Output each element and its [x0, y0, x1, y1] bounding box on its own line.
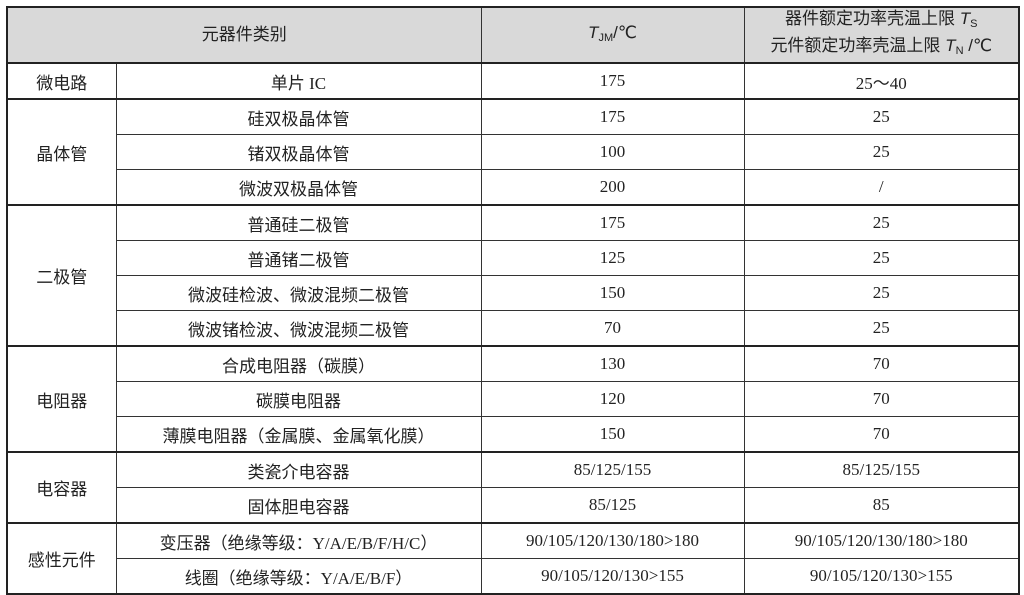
component-name-cell: 变压器（绝缘等级：Y/A/E/B/F/H/C） [115, 522, 482, 559]
table-row: 线圈（绝缘等级：Y/A/E/B/F） 90/105/120/130>155 90/1… [7, 558, 1020, 595]
component-name-cell: 固体胆电容器 [115, 487, 482, 524]
table-row: 感性元件 变压器（绝缘等级：Y/A/E/B/F/H/C） 90/105/120/13… [6, 522, 1020, 595]
category-cell: 二极管 [6, 204, 117, 347]
ts-tn-cell: 70 [743, 381, 1020, 417]
table-row: 晶体管 硅双极晶体管 175 25 [6, 98, 1020, 206]
tjm-cell: 90/105/120/130>155 [480, 558, 745, 595]
table-row: 碳膜电阻器 120 70 [7, 381, 1020, 417]
ts-sub: S [970, 18, 978, 30]
component-name-cell: 微波锗检波、微波混频二极管 [115, 310, 482, 347]
tjm-cell: 200 [480, 169, 745, 206]
tn-label: 元件额定功率壳温上限 [770, 36, 946, 55]
component-name-cell: 锗双极晶体管 [115, 134, 482, 170]
category-cell: 微电路 [6, 62, 117, 100]
tjm-cell: 125 [480, 240, 745, 276]
ts-label: 器件额定功率壳温上限 [785, 9, 960, 28]
ts-tn-cell: 25 [743, 240, 1020, 276]
table-body: 微电路 单片 IC 175 25～40 晶体管 硅双极晶体管 175 25 锗双极晶体管 100 2… [6, 62, 1020, 595]
component-name-cell: 类瓷介电容器 [115, 451, 482, 488]
category-cell: 感性元件 [6, 522, 117, 595]
table-row: 微电路 单片 IC 175 25～40 [6, 62, 1020, 100]
component-name-cell: 碳膜电阻器 [115, 381, 482, 417]
tjm-cell: 175 [480, 98, 745, 135]
ts-tn-cell: 90/105/120/130>155 [743, 558, 1020, 595]
table-row: 二极管 普通硅二极管 175 25 [6, 204, 1020, 347]
table-row: 电阻器 合成电阻器（碳膜） 130 70 [6, 345, 1020, 453]
tn-unit: /℃ [963, 36, 993, 55]
ts-tn-cell: 70 [743, 416, 1020, 453]
table-row: 微波双极晶体管 200/ [7, 169, 1020, 206]
ts-tn-cell: / [743, 169, 1020, 206]
header-ts-tn: 器件额定功率壳温上限 TS 元件额定功率壳温上限 TN /℃ [743, 6, 1020, 64]
tjm-cell: 100 [480, 134, 745, 170]
tjm-cell: 85/125 [480, 487, 745, 524]
component-name-cell: 微波双极晶体管 [115, 169, 482, 206]
tjm-cell: 175 [480, 204, 745, 241]
ts-tn-cell: 25 [743, 275, 1020, 311]
component-name-cell: 单片 IC [115, 62, 482, 100]
ts-tn-cell: 90/105/120/130/180>180 [743, 522, 1020, 559]
ts-tn-cell: 25 [743, 204, 1020, 241]
ts-tn-cell: 25 [743, 98, 1020, 135]
tjm-cell: 85/125/155 [480, 451, 745, 488]
table-row: 电容器 类瓷介电容器 85/125/155 85/125/155 [6, 451, 1020, 524]
ts-tn-cell: 85 [743, 487, 1020, 524]
component-name-cell: 薄膜电阻器（金属膜、金属氧化膜） [115, 416, 482, 453]
tjm-cell: 175 [480, 62, 745, 100]
category-cell: 电容器 [6, 451, 117, 524]
table-row: 薄膜电阻器（金属膜、金属氧化膜） 150 70 [7, 416, 1020, 453]
ts-tn-cell: 25 [743, 134, 1020, 170]
tjm-cell: 120 [480, 381, 745, 417]
category-cell: 晶体管 [6, 98, 117, 206]
tjm-symbol: T [588, 22, 599, 42]
ts-tn-cell: 70 [743, 345, 1020, 382]
tjm-cell: 70 [480, 310, 745, 347]
tjm-cell: 90/105/120/130/180>180 [480, 522, 745, 559]
component-name-cell: 普通硅二极管 [115, 204, 482, 241]
component-name-cell: 普通锗二极管 [115, 240, 482, 276]
table-row: 微波硅检波、微波混频二极管 150 25 [7, 275, 1020, 311]
tjm-cell: 150 [480, 416, 745, 453]
component-name-cell: 微波硅检波、微波混频二极管 [115, 275, 482, 311]
tn-sub: N [955, 45, 964, 57]
header-row: 元器件类别 TJM/℃ 器件额定功率壳温上限 TS 元件额定功率壳温上限 TN … [6, 6, 1020, 64]
header-category: 元器件类别 [6, 6, 482, 64]
ts-symbol: T [959, 9, 971, 28]
table-row: 锗双极晶体管 100 25 [7, 134, 1020, 170]
component-name-cell: 合成电阻器（碳膜） [115, 345, 482, 382]
tjm-cell: 130 [480, 345, 745, 382]
component-temperature-table: 元器件类别 TJM/℃ 器件额定功率壳温上限 TS 元件额定功率壳温上限 TN … [6, 6, 1020, 595]
component-name-cell: 线圈（绝缘等级：Y/A/E/B/F） [115, 558, 482, 595]
table-row: 固体胆电容器 85/125 85 [7, 487, 1020, 524]
tjm-cell: 150 [480, 275, 745, 311]
table-row: 微波锗检波、微波混频二极管 70 25 [7, 310, 1020, 347]
ts-tn-cell: 25～40 [743, 62, 1020, 100]
tn-symbol: T [945, 36, 956, 55]
tjm-sub: JM [598, 31, 614, 44]
component-name-cell: 硅双极晶体管 [115, 98, 482, 135]
ts-tn-cell: 25 [743, 310, 1020, 347]
tjm-unit: /℃ [613, 22, 637, 42]
category-cell: 电阻器 [6, 345, 117, 453]
ts-tn-cell: 85/125/155 [743, 451, 1020, 488]
table-row: 普通锗二极管 125 25 [7, 240, 1020, 276]
header-tjm: TJM/℃ [480, 6, 745, 64]
